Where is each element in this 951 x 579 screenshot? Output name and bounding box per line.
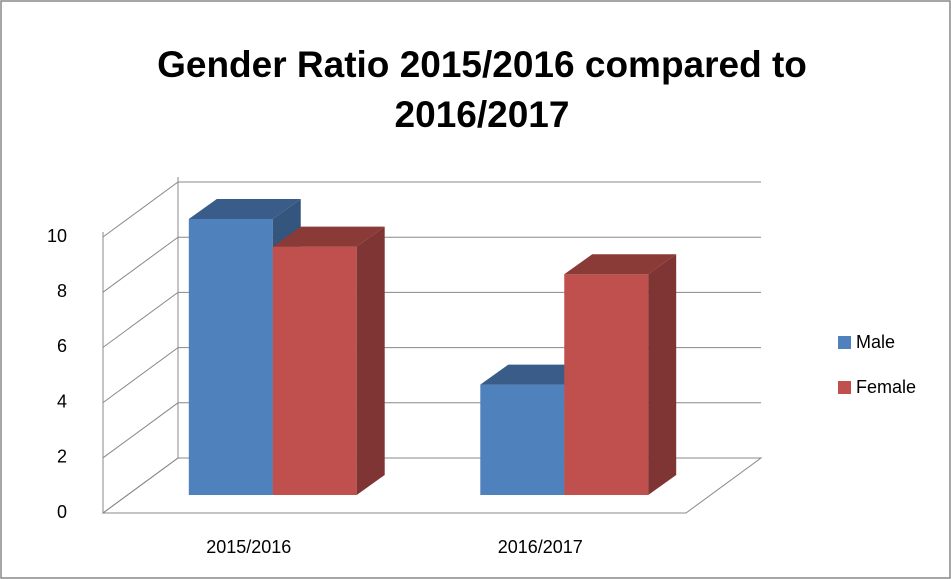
- y-tick-label: 4: [57, 391, 67, 411]
- grid-line: [102, 236, 761, 293]
- bar-front: [188, 219, 273, 495]
- legend-swatch: [838, 336, 851, 349]
- legend-label: Male: [856, 332, 895, 352]
- bar-side: [648, 254, 677, 495]
- bar-top: [564, 254, 677, 275]
- x-tick-label: 2016/2017: [498, 537, 583, 557]
- grid-line: [102, 181, 761, 238]
- bar-side: [356, 226, 385, 495]
- bar-top: [272, 226, 385, 247]
- bar-front: [272, 246, 357, 495]
- y-tick-label: 0: [57, 502, 67, 522]
- bar-front: [564, 274, 649, 495]
- bar: [272, 226, 385, 495]
- y-tick-label: 2: [57, 447, 67, 467]
- bar-front: [480, 384, 565, 495]
- chart-title: Gender Ratio 2015/2016 compared to 2016/…: [157, 44, 807, 135]
- bar: [564, 254, 677, 495]
- legend-label: Female: [856, 377, 916, 397]
- x-tick-label: 2015/2016: [206, 537, 291, 557]
- bar-top: [188, 199, 301, 219]
- legend-swatch: [838, 381, 851, 394]
- y-tick-label: 10: [47, 226, 67, 246]
- y-tick-label: 8: [57, 281, 67, 301]
- y-tick-label: 6: [57, 336, 67, 356]
